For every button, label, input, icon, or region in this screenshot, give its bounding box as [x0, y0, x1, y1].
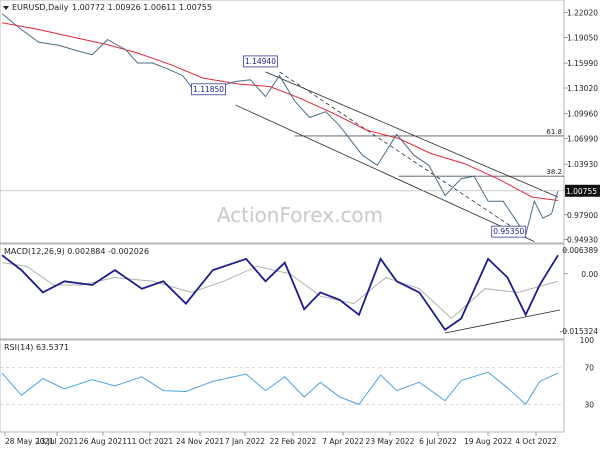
menu-triangle-icon[interactable]: [3, 6, 9, 10]
x-tick-label: 13 Jul 2021: [36, 437, 79, 446]
ohlc-label: 1.00772 1.00926 1.00611 1.00755: [72, 3, 212, 12]
price-y-axis: 1.22020 1.19050 1.15990 1.13020 1.09960 1.069…: [564, 9, 598, 245]
current-price-box: [565, 184, 600, 197]
x-tick-label: 6 Jul 2022: [419, 437, 457, 446]
annotation-label: 0.95350: [493, 227, 524, 236]
price-panel: 1.22020 1.19050 1.15990 1.13020 1.09960 1.069…: [0, 0, 600, 245]
channel-upper-line: [265, 71, 559, 198]
macd-y-tick-label: -0.015324: [560, 327, 599, 336]
rsi-y-tick-label: 100: [580, 336, 595, 345]
moving-average-line: [1, 22, 559, 201]
channel-lines: [235, 71, 559, 242]
x-tick-label: 7 Apr 2022: [322, 437, 364, 446]
annotation-label: 1.11850: [193, 85, 224, 94]
rsi-y-tick-label: 30: [584, 400, 594, 409]
macd-panel: 0.006389 0.00 -0.015324 MACD(12,26,9) 0.00…: [0, 243, 599, 340]
rsi-panel: 100 70 30 RSI(14) 63.5371: [0, 336, 594, 433]
price-line: [1, 13, 559, 237]
annotation-box: [191, 83, 226, 96]
x-tick-label: 23 May 2022: [366, 437, 415, 446]
price-y-tick-label: 1.15990: [567, 59, 598, 68]
macd-trendline: [444, 309, 561, 334]
macd-line: [1, 254, 559, 331]
x-tick-label: 4 Oct 2022: [515, 437, 557, 446]
macd-y-tick-label: 0.006389: [562, 246, 598, 255]
annotation-box: [243, 55, 278, 68]
price-y-tick-label: 1.03930: [567, 160, 598, 169]
price-y-tick-label: 1.19050: [567, 33, 598, 42]
x-tick-label: 11 Oct 2021: [127, 437, 174, 446]
price-y-tick-label: 1.06990: [567, 135, 598, 144]
macd-y-axis: 0.006389 0.00 -0.015324: [560, 246, 599, 336]
annotation-box: [491, 225, 527, 238]
price-annotations: 1.14940 1.11850 0.95350: [191, 55, 527, 238]
fib-level-label: 61.8: [546, 128, 562, 136]
current-price: 1.00755: [0, 184, 600, 197]
rsi-title: RSI(14) 63.5371: [4, 343, 69, 352]
rsi-y-tick-label: 70: [584, 364, 594, 373]
x-tick-label: 24 Nov 2021: [176, 437, 224, 446]
symbol-label: EURUSD,Daily: [12, 3, 69, 12]
price-y-tick-label: 1.22020: [567, 9, 598, 18]
annotation-label: 1.14940: [245, 57, 276, 66]
rsi-line: [1, 371, 559, 406]
x-tick-label: 19 Aug 2022: [464, 437, 512, 446]
x-tick-label: 22 Feb 2022: [270, 437, 317, 446]
macd-signal-line: [1, 262, 559, 320]
price-y-tick-label: 0.94930: [567, 236, 598, 245]
x-tick-label: 26 Aug 2021: [79, 437, 127, 446]
macd-title: MACD(12,26,9) 0.002884 -0.002026: [4, 247, 149, 256]
price-y-tick-label: 0.97900: [567, 211, 598, 220]
fib-level-label: 38.2: [546, 168, 562, 176]
x-tick-label: 28 May 2021: [5, 437, 54, 446]
rsi-y-axis: 100 70 30: [0, 336, 594, 409]
x-tick-label: 7 Jan 2022: [225, 437, 265, 446]
channel-mid-line: [279, 71, 526, 237]
watermark: ActionForex.com: [217, 203, 383, 227]
channel-lower-line: [235, 104, 535, 242]
price-y-tick-label: 1.09960: [567, 110, 598, 119]
current-price-label: 1.00755: [566, 187, 597, 196]
price-y-tick-label: 1.13020: [567, 84, 598, 93]
fib-lines: 61.8 38.2: [294, 128, 564, 177]
macd-y-tick-label: 0.00: [581, 270, 598, 279]
